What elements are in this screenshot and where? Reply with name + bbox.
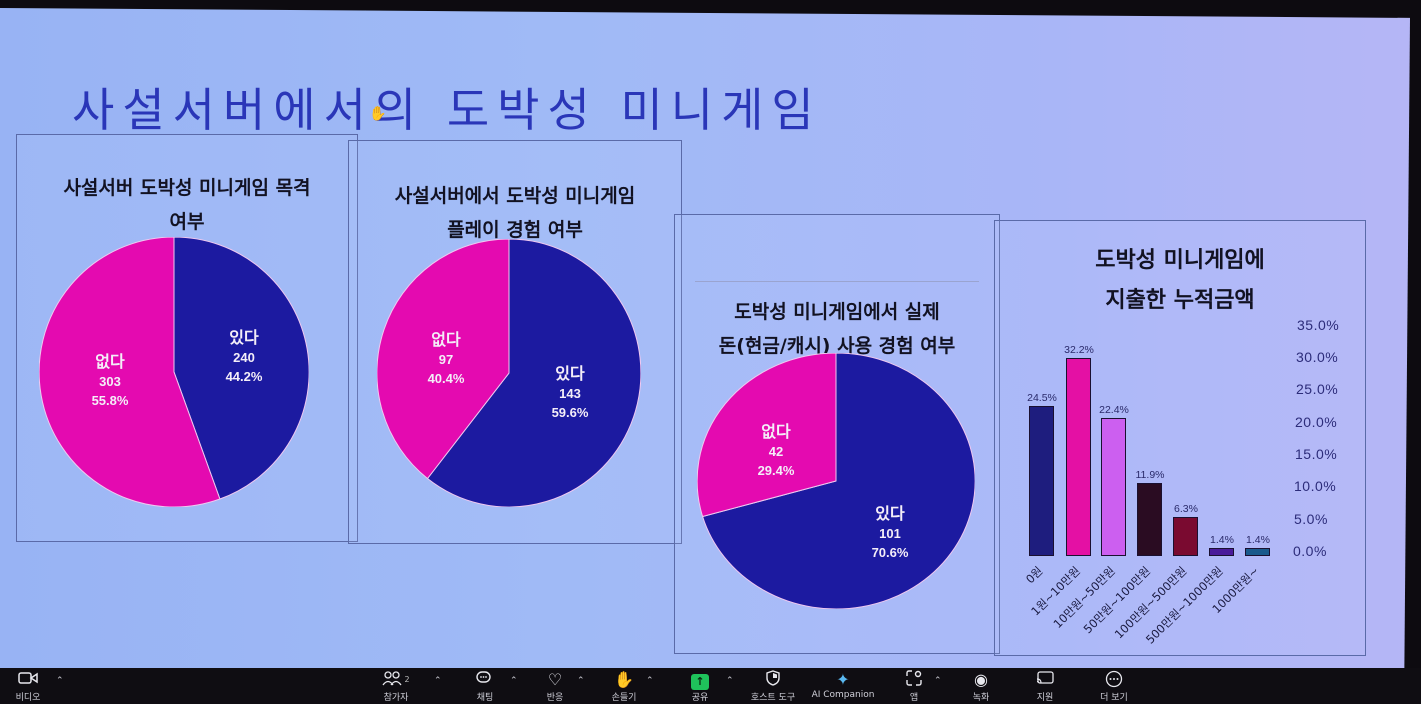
chart-title: 도박성 미니게임에 지출한 누적금액 [1095,248,1265,313]
y-tick: 0.0% [1293,543,1327,559]
shield-icon [746,670,800,690]
ai-companion-button[interactable]: ✦ AI Companion [808,670,878,700]
support-button[interactable]: 지원 [1030,670,1060,703]
bar-plot: 24.5% 32.2% 22.4% 11.9% 6.3% 1.4% 1.4% [1025,341,1285,556]
chart-panel-play-experience: 사설서버에서 도박성 미니게임 플레이 경험 여부 있다 143 59.6% 없… [348,140,682,544]
slide-title: 사설서버에서의 도박성 미니게임 [72,83,822,137]
reactions-button[interactable]: ♡ 반응 [538,670,572,703]
share-button[interactable]: ↑ 공유 [686,670,714,703]
record-button[interactable]: ◉ 녹화 [966,670,996,703]
apps-button[interactable]: 앱 [900,670,928,703]
bar-50만원~100만원 [1137,483,1162,556]
video-options-caret[interactable]: ⌃ [56,676,64,686]
share-options-caret[interactable]: ⌃ [726,676,734,686]
y-tick: 10.0% [1294,478,1337,494]
y-tick: 25.0% [1296,381,1339,397]
y-tick: 20.0% [1295,414,1338,430]
pie-chart: 있다 101 70.6% 없다 42 29.4% [696,352,976,610]
y-tick: 30.0% [1296,349,1339,365]
x-label: 0원 [1023,563,1046,587]
chart-title: 사설서버 도박성 미니게임 목격 여부 [63,177,311,233]
pie-chart: 있다 143 59.6% 없다 97 40.4% [376,238,642,508]
meeting-toolbar: 비디오 ⌃ 2 참가자 ⌃ 채팅 ⌃ ♡ 반응 ⌃ ✋ 손들기 ⌃ ↑ [0,668,1421,704]
chart-panel-spending: 도박성 미니게임에 지출한 누적금액 35.0% 30.0% 25.0% 20.… [994,220,1366,656]
chat-options-caret[interactable]: ⌃ [510,676,518,686]
bar-500만원~1000만원 [1209,548,1234,556]
raise-hand-button[interactable]: ✋ 손들기 [604,670,644,703]
shared-slide: 사설서버에서의 도박성 미니게임 사설서버 도박성 미니게임 목격 여부 있다 … [0,8,1410,668]
record-icon: ◉ [974,670,988,689]
cast-icon [1030,670,1060,690]
heart-icon: ♡ [547,670,563,689]
more-icon [1094,670,1134,690]
bar-10만원~50만원 [1101,418,1126,556]
participants-button[interactable]: 2 참가자 [376,670,416,703]
sparkle-icon: ✦ [836,670,850,689]
apps-options-caret[interactable]: ⌃ [934,676,942,686]
divider [695,281,979,282]
share-arrow-icon: ↑ [686,670,714,690]
raise-hand-options-caret[interactable]: ⌃ [646,676,654,686]
pie-chart: 있다 240 44.2% 없다 303 55.8% [38,236,310,508]
chart-title: 도박성 미니게임에서 실제 돈(현금/캐시) 사용 경험 여부 [718,301,956,357]
host-tools-button[interactable]: 호스트 도구 [746,670,800,703]
bar-100만원~500만원 [1173,517,1198,556]
chat-icon [468,670,502,690]
chart-panel-real-money: 도박성 미니게임에서 실제 돈(현금/캐시) 사용 경험 여부 있다 101 7… [674,214,1000,654]
chat-button[interactable]: 채팅 [468,670,502,703]
y-tick: 5.0% [1294,511,1328,527]
more-button[interactable]: 더 보기 [1094,670,1134,703]
bar-0원 [1029,406,1054,556]
chart-panel-witness: 사설서버 도박성 미니게임 목격 여부 있다 240 44.2% 없다 303 [16,134,358,542]
participants-icon: 2 [376,670,416,690]
video-button[interactable]: 비디오 [8,670,48,703]
hand-cursor-icon: ✋ [369,106,387,122]
video-camera-icon [8,670,48,690]
apps-icon [900,670,928,690]
y-tick: 15.0% [1295,446,1338,462]
y-tick: 35.0% [1297,317,1340,333]
chart-title: 사설서버에서 도박성 미니게임 플레이 경험 여부 [394,185,636,241]
reactions-options-caret[interactable]: ⌃ [577,676,585,686]
bar-1원~10만원 [1066,358,1091,556]
bar-1000만원~ [1245,548,1270,556]
participants-options-caret[interactable]: ⌃ [434,676,442,686]
hand-icon: ✋ [614,670,634,689]
